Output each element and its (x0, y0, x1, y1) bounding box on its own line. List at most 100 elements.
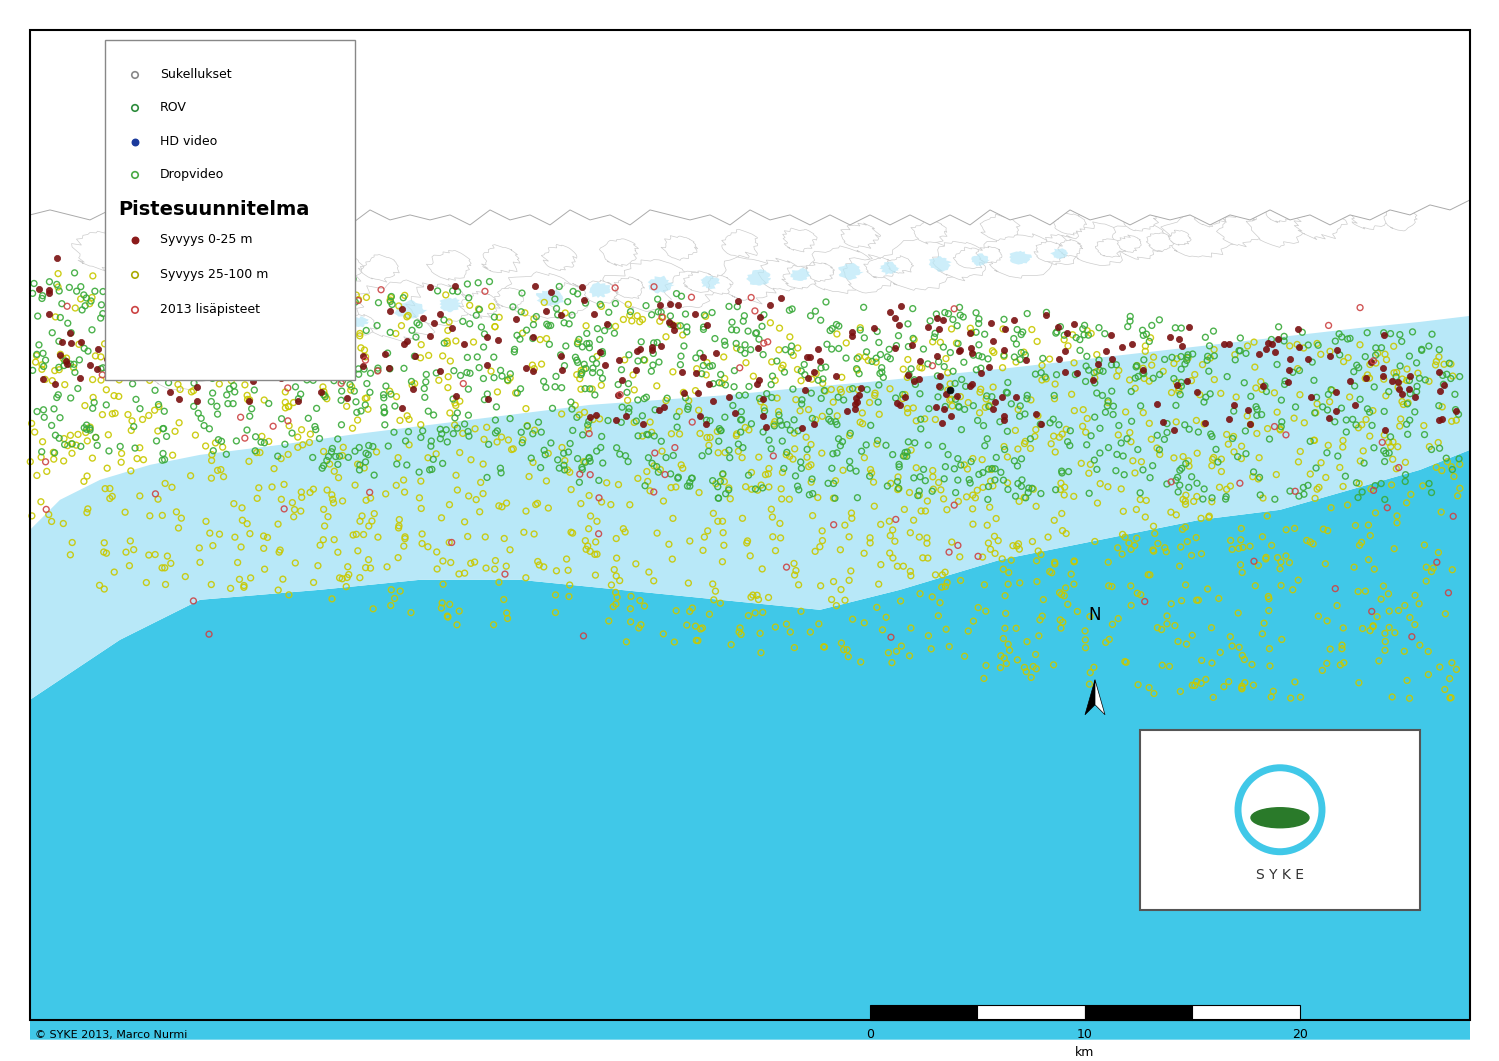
Point (27, 336, 51, 353)
Point (770, 464, 794, 481)
Point (1106, 417, 1130, 434)
Point (424, 446, 448, 463)
Point (1417, 666, 1441, 683)
Point (529, 355, 553, 372)
Point (938, 344, 962, 361)
Point (752, 334, 776, 351)
Point (435, 434, 459, 451)
Point (354, 321, 378, 338)
Point (142, 366, 166, 383)
Point (874, 437, 898, 454)
Point (465, 307, 489, 324)
Point (832, 392, 856, 408)
Point (1075, 436, 1099, 453)
Point (706, 512, 730, 529)
Point (313, 268, 337, 285)
Point (926, 388, 950, 405)
Point (588, 364, 612, 381)
Point (102, 297, 126, 314)
Point (63, 364, 87, 381)
Point (1129, 587, 1153, 604)
Point (848, 321, 872, 338)
Point (625, 392, 649, 408)
Point (1009, 326, 1033, 343)
Point (724, 340, 748, 356)
Point (322, 463, 346, 480)
Point (1142, 542, 1166, 559)
Point (958, 471, 982, 488)
Point (121, 541, 145, 558)
Point (961, 397, 985, 414)
Point (1355, 366, 1379, 383)
Point (992, 407, 1016, 424)
Point (78, 356, 102, 373)
Point (1147, 441, 1171, 458)
Point (52, 358, 76, 375)
Point (934, 621, 958, 638)
Point (767, 413, 791, 430)
Point (1319, 500, 1343, 517)
Point (788, 372, 812, 389)
Point (568, 466, 592, 483)
Point (980, 460, 1004, 477)
Point (550, 405, 574, 422)
Point (1228, 330, 1252, 347)
Point (495, 558, 519, 575)
Point (902, 371, 926, 388)
Point (93, 481, 117, 498)
Point (1009, 477, 1033, 494)
Point (1429, 382, 1453, 399)
Point (1177, 479, 1201, 495)
Point (889, 297, 913, 314)
Point (797, 486, 821, 503)
Point (799, 436, 823, 453)
Point (902, 434, 926, 451)
Point (672, 384, 696, 401)
Point (1174, 492, 1198, 509)
Point (767, 342, 791, 359)
Point (40, 372, 64, 389)
Point (91, 306, 115, 323)
Point (1060, 566, 1084, 582)
Point (252, 434, 276, 451)
Point (501, 440, 525, 457)
Point (913, 472, 937, 489)
Point (571, 361, 595, 378)
Point (438, 352, 462, 369)
Point (132, 451, 156, 468)
Point (1384, 624, 1408, 641)
Point (1403, 403, 1427, 420)
Point (1025, 573, 1049, 590)
Point (1007, 493, 1031, 510)
Point (631, 351, 655, 368)
Point (514, 360, 538, 377)
Point (747, 340, 770, 356)
Point (1009, 344, 1033, 361)
Point (917, 312, 941, 329)
Point (1232, 674, 1256, 691)
Point (301, 574, 325, 591)
Polygon shape (352, 280, 448, 344)
Point (1348, 475, 1372, 492)
Point (622, 414, 646, 431)
Point (1180, 547, 1204, 564)
Point (1222, 402, 1246, 419)
Point (397, 436, 421, 453)
Point (1130, 365, 1154, 382)
Point (1444, 401, 1468, 418)
Point (328, 363, 352, 380)
Point (1246, 470, 1270, 487)
Point (784, 468, 808, 485)
Point (1120, 383, 1144, 400)
Point (543, 291, 567, 308)
Point (1073, 623, 1097, 640)
Point (714, 485, 738, 502)
Point (456, 381, 480, 398)
Point (349, 402, 373, 419)
Point (1136, 567, 1160, 584)
Point (430, 347, 454, 364)
Point (1280, 581, 1304, 598)
Point (1006, 651, 1030, 668)
Point (25, 346, 49, 363)
Point (1382, 540, 1406, 557)
